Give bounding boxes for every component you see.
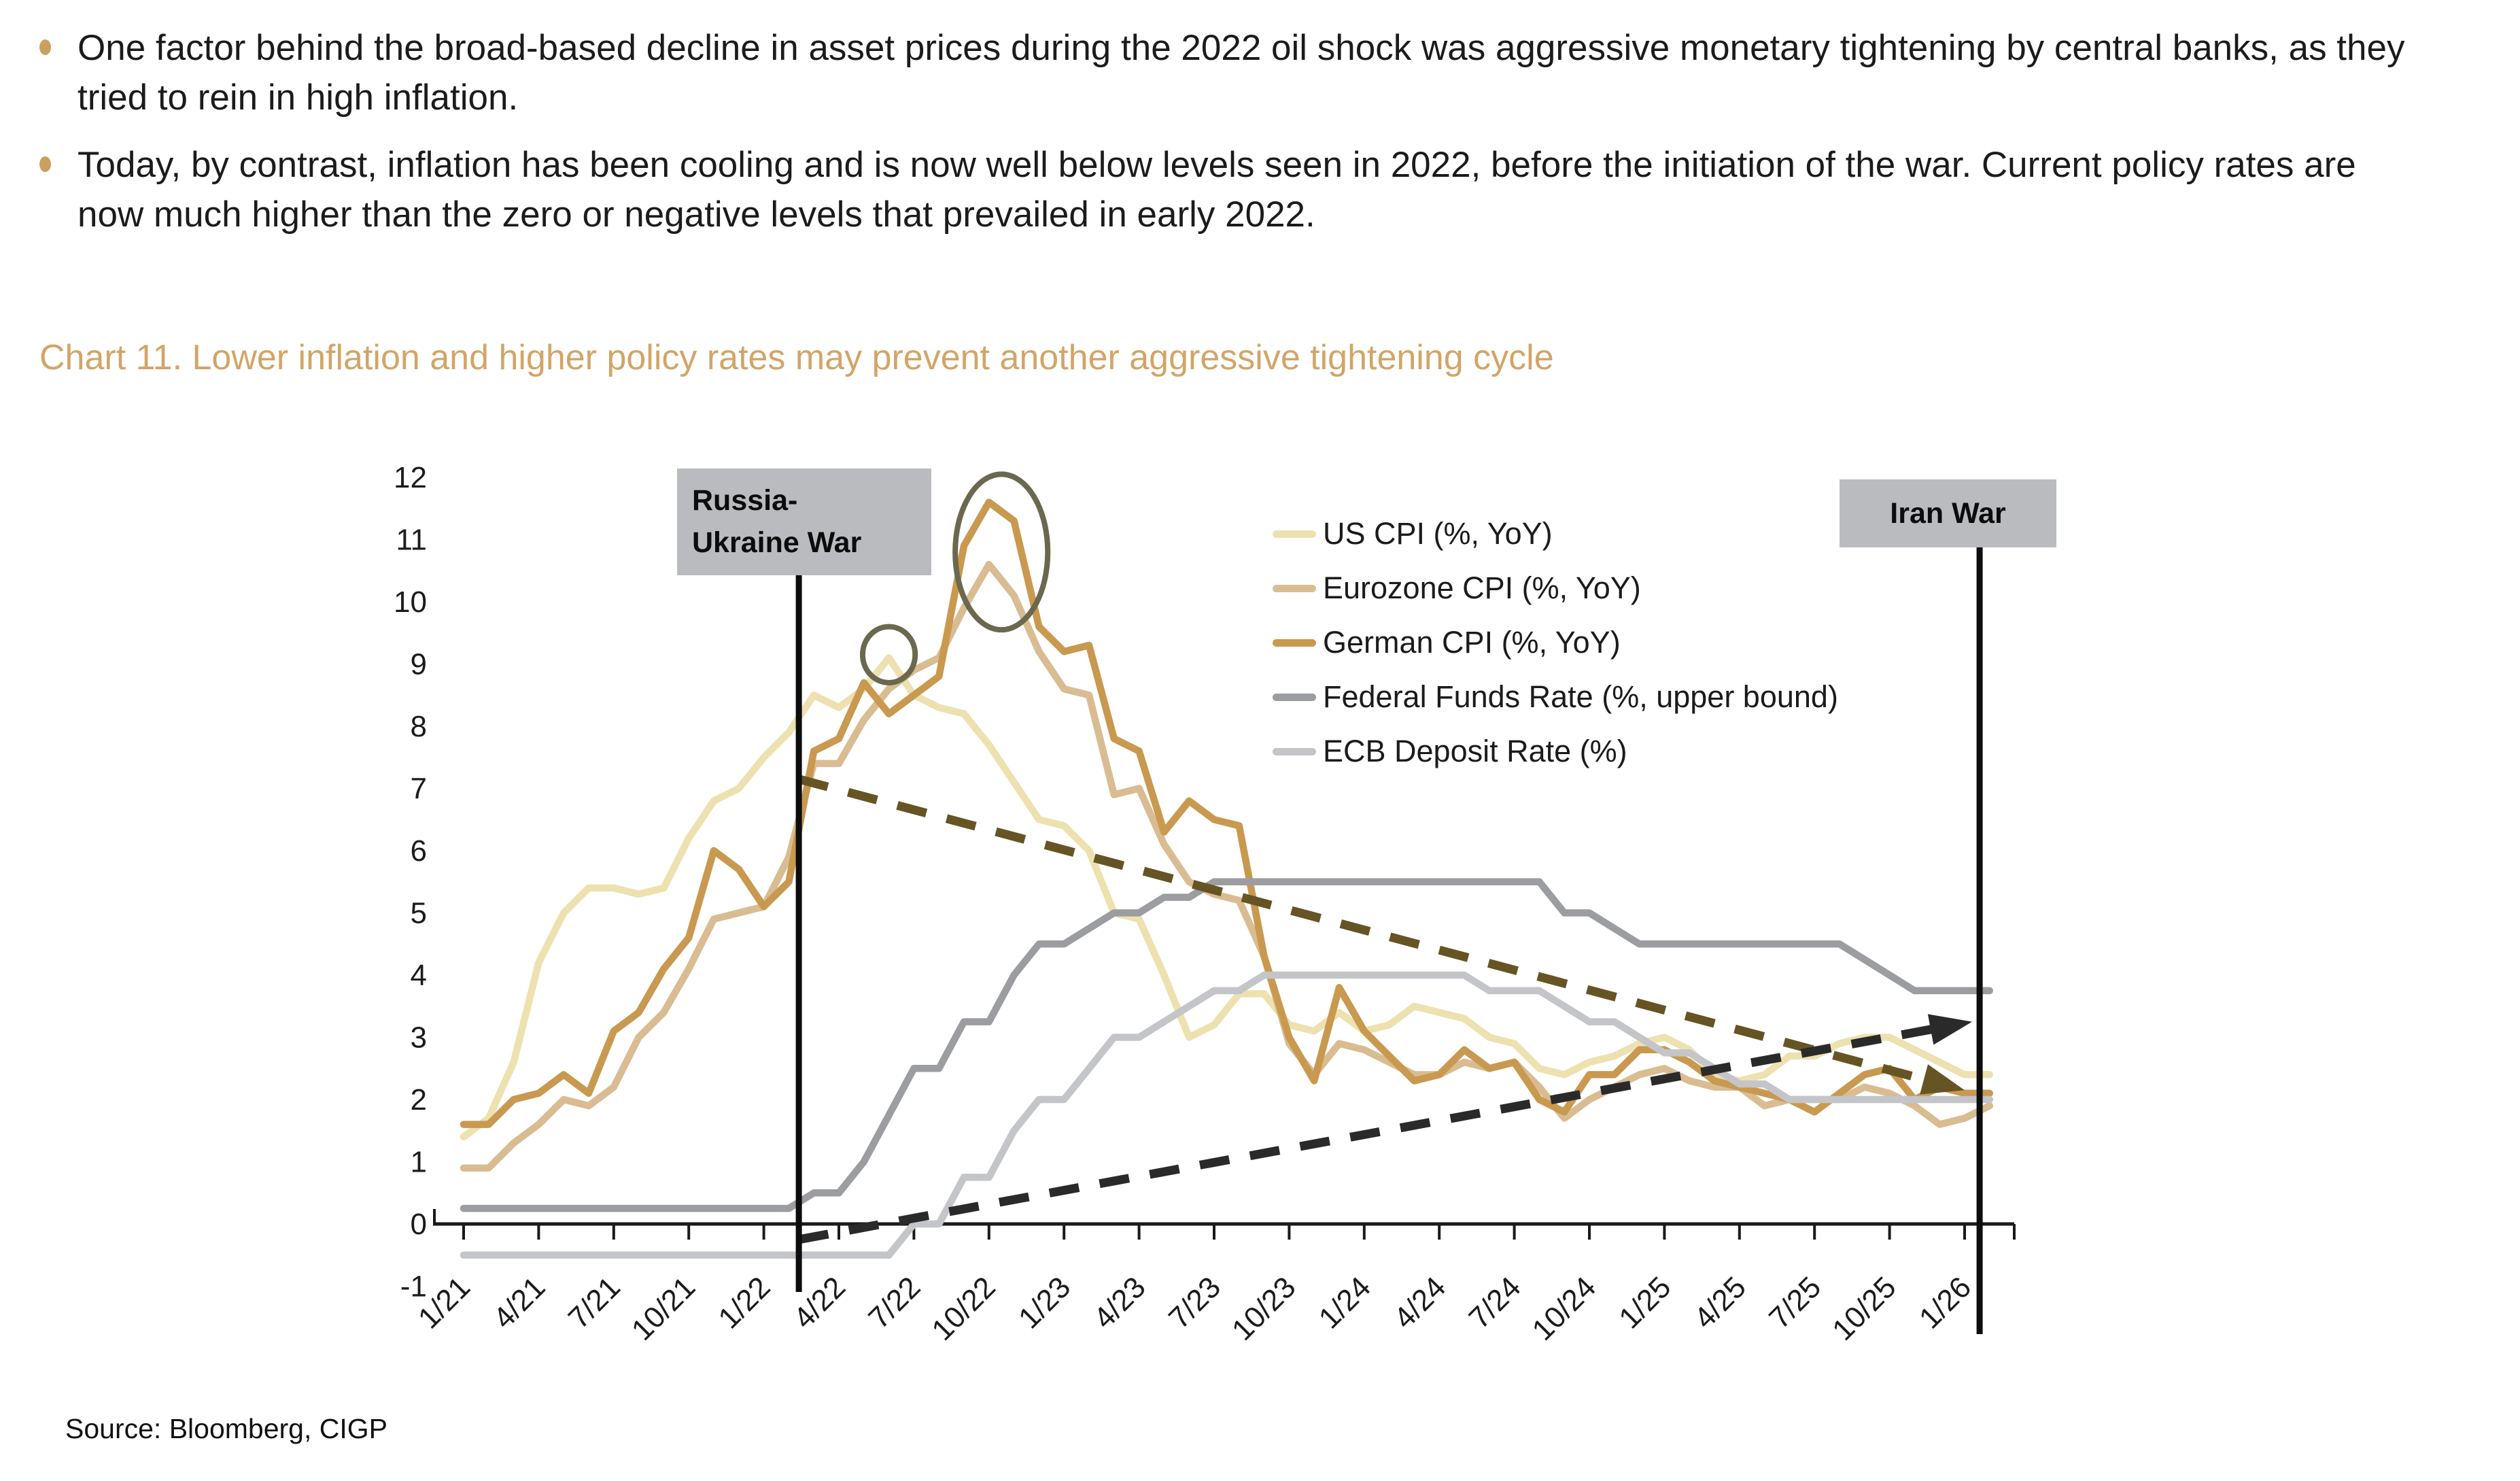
series-line-4 xyxy=(460,971,1994,1259)
event-label-line: Russia- xyxy=(692,484,798,517)
us-cpi-peak-circle xyxy=(859,624,918,685)
x-tick-label: 7/23 xyxy=(1162,1270,1227,1335)
event-label-russia-ukraine-war: Russia- Ukraine War xyxy=(677,469,931,575)
policy-rate-uptrend-arrow xyxy=(797,1023,1944,1244)
x-tick-label: 10/23 xyxy=(1226,1270,1302,1347)
legend-swatch-fed-funds-rate xyxy=(1273,693,1316,701)
bullet-dot-icon xyxy=(39,156,51,173)
x-tick-label: 1/22 xyxy=(712,1270,776,1335)
inflation-downtrend-arrow xyxy=(797,774,1937,1087)
german-eurozone-cpi-peak-ellipse xyxy=(952,471,1051,633)
x-tick-label: 1/23 xyxy=(1012,1270,1077,1335)
legend-swatch-eurozone-cpi xyxy=(1273,584,1316,592)
bullet-list: One factor behind the broad-based declin… xyxy=(35,5,2428,240)
legend-label: Eurozone CPI (%, YoY) xyxy=(1323,571,1641,605)
source-note: Source: Bloomberg, CIGP xyxy=(65,1413,387,1444)
x-tick-label: 4/23 xyxy=(1087,1270,1152,1335)
series-line-3 xyxy=(460,878,1994,1212)
y-tick-label: 8 xyxy=(411,710,427,743)
x-tick-label: 1/24 xyxy=(1313,1270,1377,1335)
inflation-downtrend-arrow-head xyxy=(1920,1064,1965,1095)
x-tick-label: 4/21 xyxy=(487,1270,551,1335)
bullet-item: Today, by contrast, inflation has been c… xyxy=(35,140,2428,239)
y-tick-label: -1 xyxy=(400,1270,427,1304)
legend-item-us-cpi: US CPI (%, YoY) xyxy=(1273,507,1838,561)
bullet-text: Today, by contrast, inflation has been c… xyxy=(77,145,2356,235)
bullet-item: One factor behind the broad-based declin… xyxy=(35,23,2428,122)
x-tick-label: 7/25 xyxy=(1763,1270,1827,1335)
x-tick-label: 10/24 xyxy=(1526,1270,1603,1347)
bullet-text: One factor behind the broad-based declin… xyxy=(77,28,2405,118)
legend-label: ECB Deposit Rate (%) xyxy=(1323,734,1627,768)
series-line-2 xyxy=(460,498,1994,1128)
legend-swatch-ecb-deposit-rate xyxy=(1273,747,1316,755)
legend-item-german-cpi: German CPI (%, YoY) xyxy=(1273,615,1838,670)
y-tick-label: 10 xyxy=(394,585,427,619)
legend-label: US CPI (%, YoY) xyxy=(1323,516,1553,551)
chart-legend: US CPI (%, YoY) Eurozone CPI (%, YoY) Ge… xyxy=(1273,507,1838,779)
legend-item-ecb-deposit-rate: ECB Deposit Rate (%) xyxy=(1273,724,1838,779)
x-tick-label: 10/25 xyxy=(1826,1270,1903,1347)
y-tick-label: 11 xyxy=(396,524,427,557)
x-tick-label: 7/22 xyxy=(862,1270,927,1335)
legend-swatch-german-cpi xyxy=(1273,639,1316,647)
y-tick-label: 5 xyxy=(411,897,427,930)
y-tick-label: 3 xyxy=(411,1021,427,1055)
x-tick-label: 4/25 xyxy=(1688,1270,1753,1335)
x-tick-label: 4/24 xyxy=(1387,1270,1452,1335)
y-tick-label: 12 xyxy=(394,461,427,494)
legend-label: Federal Funds Rate (%, upper bound) xyxy=(1323,679,1838,714)
x-tick-label: 1/26 xyxy=(1913,1270,1978,1335)
event-label-iran-war: Iran War xyxy=(1840,479,2056,547)
y-tick-label: 1 xyxy=(411,1146,427,1179)
bullet-dot-icon xyxy=(39,39,51,55)
y-tick-label: 9 xyxy=(411,648,427,681)
legend-swatch-us-cpi xyxy=(1273,530,1316,538)
chart-title: Chart 11. Lower inflation and higher pol… xyxy=(39,338,1554,377)
legend-item-fed-funds-rate: Federal Funds Rate (%, upper bound) xyxy=(1273,670,1838,724)
policy-rate-uptrend-arrow-head xyxy=(1927,1014,1973,1045)
y-tick-label: 2 xyxy=(411,1083,427,1117)
x-tick-label: 1/25 xyxy=(1612,1270,1677,1335)
x-tick-label: 10/22 xyxy=(925,1270,1002,1347)
y-tick-label: 6 xyxy=(411,834,427,868)
event-label-line: Ukraine War xyxy=(692,526,862,560)
x-tick-label: 10/21 xyxy=(625,1270,702,1347)
y-tick-label: 4 xyxy=(411,959,427,992)
x-tick-label: 7/21 xyxy=(562,1270,627,1335)
y-tick-label: 0 xyxy=(411,1208,427,1241)
legend-item-eurozone-cpi: Eurozone CPI (%, YoY) xyxy=(1273,561,1838,615)
legend-label: German CPI (%, YoY) xyxy=(1323,625,1621,660)
y-tick-label: 7 xyxy=(411,772,427,806)
x-tick-label: 7/24 xyxy=(1462,1270,1527,1335)
